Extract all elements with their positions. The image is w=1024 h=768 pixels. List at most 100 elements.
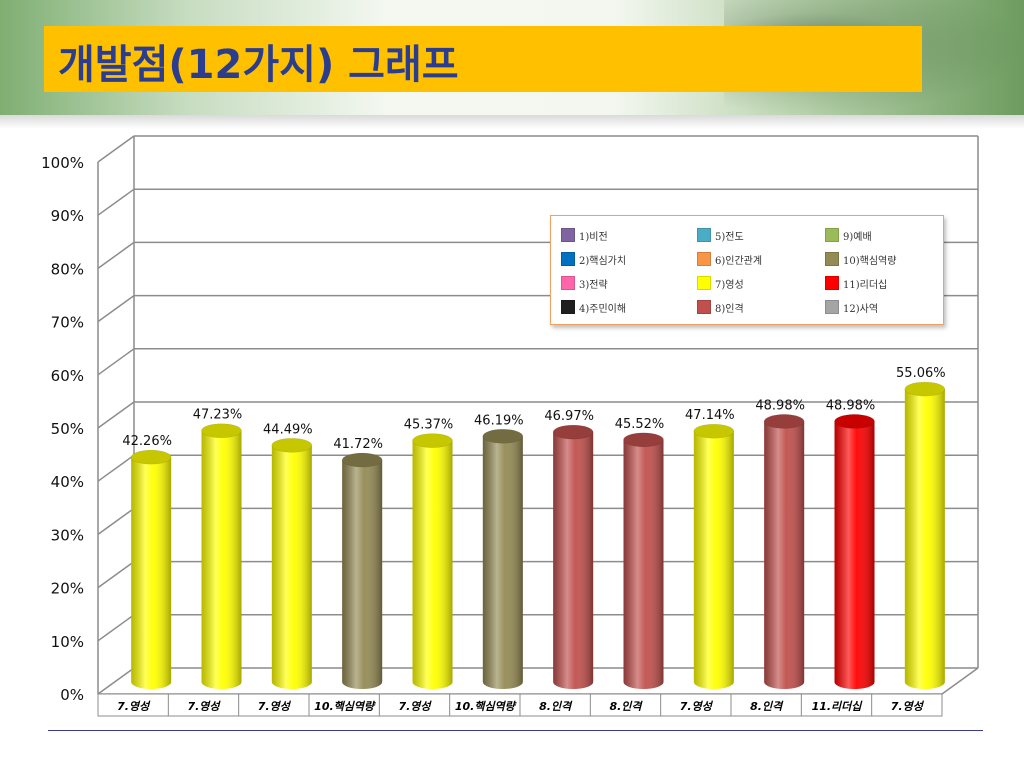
- bar-top: [341, 452, 383, 468]
- gridline-depth: [97, 401, 135, 429]
- legend-item: 10)핵심역량: [825, 252, 896, 267]
- bar-top: [834, 414, 875, 429]
- legend-item: 6)인간관계: [697, 252, 763, 267]
- bar-top: [693, 423, 735, 439]
- bar: [482, 429, 524, 689]
- header-divider: [0, 115, 1024, 129]
- bar: [130, 449, 172, 689]
- gridline-depth: [97, 294, 135, 323]
- gridline-depth: [97, 614, 135, 642]
- legend-swatch: [825, 252, 839, 266]
- y-tick-label: 10%: [51, 633, 84, 651]
- x-tick-label: 7.영성: [187, 700, 221, 713]
- gridline-depth: [97, 188, 135, 216]
- legend-item: 3)전략: [561, 276, 608, 291]
- legend-item: 2)핵심가치: [561, 252, 626, 267]
- data-label: 48.98%: [826, 398, 876, 413]
- bar-shading: [834, 421, 875, 689]
- bar-top: [271, 438, 313, 453]
- legend-item: 8)인격: [697, 300, 744, 315]
- legend-swatch: [697, 228, 711, 242]
- gridline-depth: [97, 135, 135, 163]
- legend-item: 4)주민이해: [561, 300, 627, 315]
- bar: [271, 438, 313, 689]
- x-tick-label: 7.영성: [891, 700, 925, 713]
- bar-top: [482, 429, 524, 444]
- legend-label: 6)인간관계: [715, 255, 763, 267]
- bars: [130, 381, 946, 689]
- y-tick-label: 0%: [60, 686, 84, 704]
- y-tick-label: 20%: [51, 580, 84, 598]
- bar-shading: [693, 431, 734, 689]
- legend-item: 11)리더십: [825, 276, 888, 291]
- data-label: 46.97%: [544, 409, 594, 424]
- legend-label: 11)리더십: [843, 279, 888, 291]
- legend-label: 1)비전: [579, 231, 608, 243]
- y-axis: 0% 10% 20% 30% 40% 50% 60% 70% 80% 90% 100%: [41, 154, 84, 704]
- x-tick-label: 7.영성: [117, 700, 151, 713]
- gridline-depth: [97, 560, 135, 589]
- legend-item: 12)사역: [825, 300, 879, 315]
- data-label: 45.37%: [404, 418, 454, 433]
- y-tick-label: 40%: [51, 473, 84, 491]
- bar-shading: [764, 421, 805, 689]
- gridline-depth: [97, 667, 135, 695]
- bar: [412, 433, 453, 689]
- bar-top: [201, 423, 242, 438]
- legend-item: 9)예배: [825, 228, 872, 243]
- bar-shading: [482, 436, 523, 689]
- bar: [834, 414, 875, 689]
- gridline-depth: [97, 348, 135, 376]
- bar: [693, 423, 735, 689]
- x-tick-label: 8.인격: [609, 700, 643, 713]
- legend-swatch: [825, 300, 839, 314]
- y-tick-label: 90%: [51, 207, 84, 225]
- bar: [763, 414, 805, 689]
- x-axis: 7.영성 7.영성 7.영성 10.핵심역량 7.영성 10.핵심역량 8.인격 8.인격 7.…: [97, 693, 943, 717]
- x-tick-label: 11.리더십: [812, 700, 864, 713]
- gridline-depth: [97, 241, 135, 270]
- bar: [904, 381, 946, 689]
- bar: [552, 424, 594, 689]
- legend-swatch: [561, 252, 575, 266]
- footer-divider: [48, 730, 983, 731]
- bar-top: [904, 381, 946, 397]
- gridline-depth: [97, 507, 135, 536]
- y-tick-label: 80%: [51, 260, 84, 278]
- data-label: 48.98%: [755, 398, 805, 413]
- legend-swatch: [561, 300, 575, 314]
- legend-item: 5)전도: [697, 228, 744, 243]
- x-tick-label: 8.인격: [750, 700, 784, 713]
- legend-swatch: [561, 228, 575, 242]
- legend-swatch: [697, 252, 711, 266]
- bar: [341, 452, 383, 689]
- data-label: 45.52%: [615, 417, 665, 432]
- legend-label: 5)전도: [715, 231, 744, 243]
- legend-label: 8)인격: [715, 303, 744, 315]
- legend-swatch: [697, 300, 711, 314]
- x-tick-label: 7.영성: [398, 700, 432, 713]
- legend-label: 4)주민이해: [579, 303, 627, 315]
- legend-swatch: [825, 228, 839, 242]
- data-label: 41.72%: [333, 437, 383, 452]
- title-banner: 개발점(12가지) 그래프: [44, 26, 922, 92]
- legend-label: 12)사역: [843, 303, 879, 315]
- legend-label: 9)예배: [843, 231, 872, 243]
- bar-shading: [553, 432, 594, 689]
- bar-top: [763, 414, 805, 429]
- data-label: 44.49%: [263, 422, 313, 437]
- data-label: 55.06%: [896, 366, 946, 381]
- bar: [623, 432, 664, 689]
- page-title: 개발점(12가지) 그래프: [58, 42, 459, 88]
- bar-top: [552, 424, 594, 440]
- data-labels: 42.26% 47.23% 44.49% 41.72% 45.37% 46.19% 46.9…: [122, 366, 945, 452]
- bar-shading: [904, 389, 945, 689]
- data-label: 42.26%: [122, 434, 172, 449]
- legend-label: 7)영성: [715, 279, 744, 291]
- y-tick-label: 100%: [41, 154, 84, 172]
- bar-top: [412, 433, 453, 448]
- legend-swatch: [697, 276, 711, 290]
- x-tick-label: 8.인격: [539, 700, 573, 713]
- legend-swatch: [561, 276, 575, 290]
